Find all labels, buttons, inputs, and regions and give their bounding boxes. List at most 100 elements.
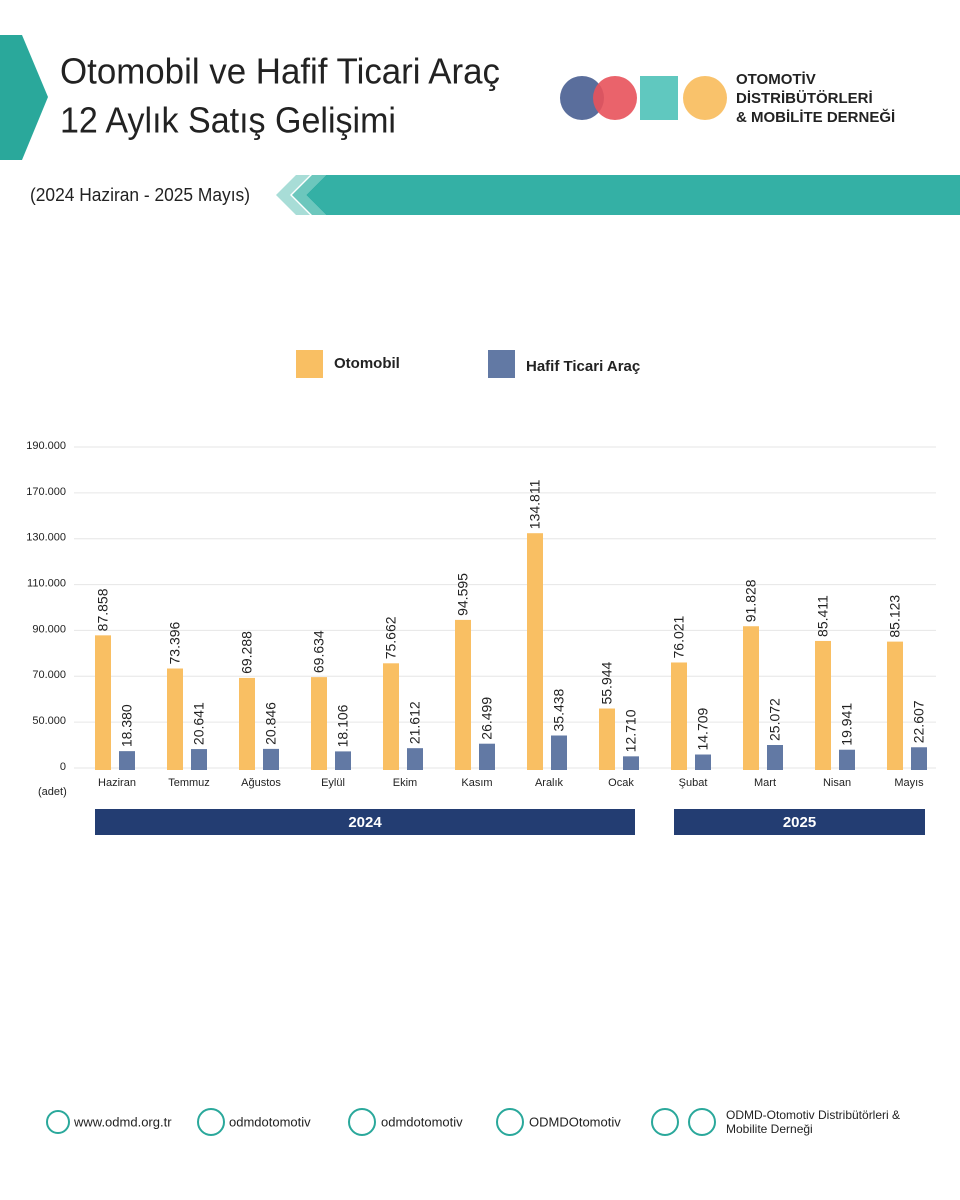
logo-text: DİSTRİBÜTÖRLERİ: [736, 90, 873, 107]
x-tick-label: Ocak: [608, 777, 634, 789]
bar: [239, 677, 255, 770]
bar: [167, 668, 183, 770]
legend-swatch: [488, 350, 515, 378]
footer-link[interactable]: odmdotomotiv: [229, 1114, 311, 1129]
bar: [191, 749, 207, 770]
y-tick-label: 50.000: [32, 715, 66, 727]
web-icon: [46, 1110, 70, 1134]
bar: [887, 641, 903, 770]
y-tick-label: 130.000: [26, 532, 66, 544]
x-tick-label: Şubat: [679, 777, 708, 789]
legend-swatch: [296, 350, 323, 378]
year-band: [95, 809, 635, 835]
bar: [623, 756, 639, 770]
header-arrow: [292, 175, 326, 215]
bar: [311, 677, 327, 770]
value-label: 26.499: [479, 697, 495, 740]
footer-link[interactable]: Mobilite Derneği: [726, 1122, 813, 1136]
legend-label: Otomobil: [334, 355, 400, 372]
bar: [743, 626, 759, 770]
logo-shape: [640, 76, 678, 120]
bar: [479, 743, 495, 770]
value-label: 75.662: [383, 616, 399, 659]
y-tick-label: 110.000: [27, 577, 66, 589]
bar: [695, 754, 711, 770]
x-tick-label: Mart: [754, 777, 776, 789]
logo-shape: [560, 76, 604, 120]
bar: [671, 662, 687, 770]
y-tick-label: 170.000: [26, 486, 66, 498]
x-tick-label: Nisan: [823, 777, 851, 789]
bar: [335, 751, 351, 770]
value-label: 85.411: [815, 595, 831, 637]
bar: [527, 533, 543, 770]
value-label: 69.634: [311, 630, 327, 673]
footer-link[interactable]: odmdotomotiv: [381, 1114, 463, 1129]
value-label: 22.607: [911, 700, 927, 743]
value-label: 14.709: [695, 707, 711, 750]
y-unit: (adet): [38, 786, 67, 798]
value-label: 18.106: [335, 704, 351, 747]
value-label: 76.021: [671, 615, 687, 658]
logo-text: & MOBİLİTE DERNEĞİ: [736, 108, 895, 126]
year-band: [674, 809, 925, 835]
subtitle: (2024 Haziran - 2025 Mayıs): [30, 185, 250, 205]
year-label: 2025: [783, 814, 816, 831]
y-tick-label: 0: [60, 761, 66, 773]
value-label: 73.396: [167, 621, 183, 664]
title: 12 Aylık Satış Gelişimi: [60, 100, 396, 141]
footer: www.odmd.org.tr odmdotomotiv odmdotomoti…: [46, 1108, 900, 1136]
bar: [263, 748, 279, 770]
twitter-icon: [197, 1108, 225, 1136]
linkedin-icon: [651, 1108, 679, 1136]
y-tick-label: 190.000: [26, 440, 66, 452]
footer-link[interactable]: ODMD-Otomotiv Distribütörleri &: [726, 1108, 900, 1122]
x-tick-label: Mayıs: [894, 777, 924, 789]
footer-link[interactable]: ODMDOtomotiv: [529, 1114, 621, 1129]
header-arrow: [276, 175, 310, 215]
x-tick-label: Temmuz: [168, 777, 210, 789]
x-tick-label: Aralık: [535, 777, 564, 789]
value-label: 91.828: [743, 579, 759, 622]
value-label: 69.288: [239, 631, 255, 674]
bar: [383, 663, 399, 770]
bar: [767, 745, 783, 770]
logo-shape: [683, 76, 727, 120]
x-tick-label: Ekim: [393, 777, 417, 789]
year-label: 2024: [348, 814, 382, 831]
bar: [815, 640, 831, 770]
value-label: 35.438: [551, 688, 567, 731]
logo-shape: [593, 76, 637, 120]
bar: [119, 751, 135, 770]
bar: [551, 735, 567, 770]
x-tick-label: Ağustos: [241, 777, 281, 789]
facebook-icon: [496, 1108, 524, 1136]
footer-link[interactable]: www.odmd.org.tr: [73, 1114, 172, 1129]
value-label: 20.846: [263, 702, 279, 745]
title: Otomobil ve Hafif Ticari Araç: [60, 51, 500, 92]
bar: [911, 747, 927, 770]
bar: [407, 748, 423, 770]
value-label: 12.710: [623, 709, 639, 752]
header-band: [306, 175, 960, 215]
value-label: 25.072: [767, 698, 783, 741]
bar: [599, 708, 615, 770]
value-label: 55.944: [599, 661, 615, 704]
value-label: 94.595: [455, 573, 471, 616]
youtube-icon: [688, 1108, 716, 1136]
logo-text: OTOMOTİV: [736, 71, 816, 88]
value-label: 21.612: [407, 701, 423, 744]
value-label: 18.380: [119, 704, 135, 747]
value-label: 20.641: [191, 702, 207, 745]
instagram-icon: [348, 1108, 376, 1136]
bar: [95, 635, 111, 770]
x-tick-label: Eylül: [321, 777, 345, 789]
value-label: 134.811: [527, 479, 543, 529]
x-tick-label: Haziran: [98, 777, 136, 789]
value-label: 87.858: [95, 588, 111, 631]
value-label: 85.123: [887, 595, 903, 638]
bar: [455, 619, 471, 770]
legend-label: Hafif Ticari Araç: [526, 358, 640, 375]
x-tick-label: Kasım: [461, 777, 492, 789]
